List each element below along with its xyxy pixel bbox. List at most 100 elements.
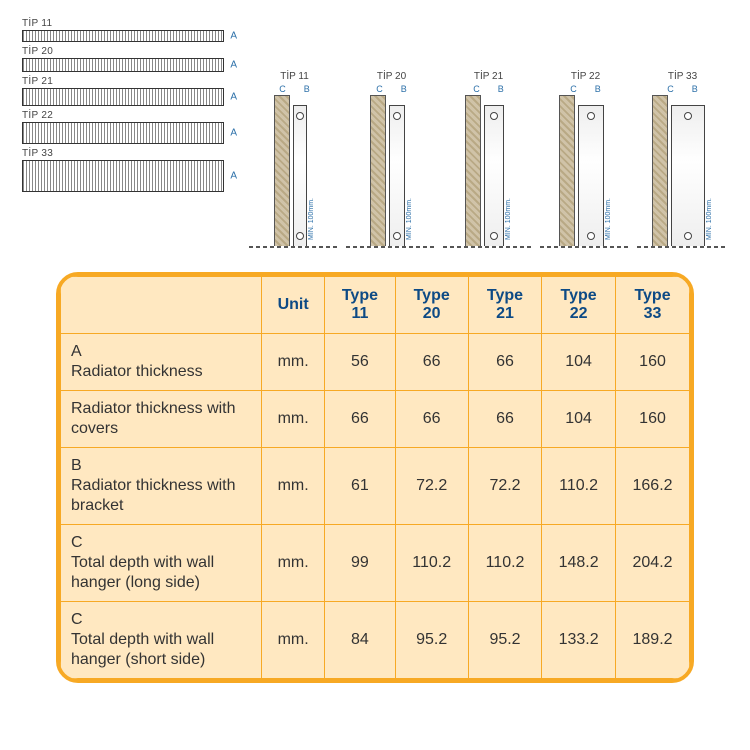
cross-graphic: MİN. 100mm. bbox=[559, 96, 612, 246]
cross-graphic: MİN. 100mm. bbox=[465, 96, 512, 246]
cross-label: TİP 22 bbox=[571, 71, 600, 82]
wall-icon bbox=[370, 95, 386, 246]
min-clearance-label: MİN. 100mm. bbox=[308, 198, 315, 240]
cross-graphic: MİN. 100mm. bbox=[370, 96, 413, 246]
table-row: CTotal depth with wall hanger (long side… bbox=[61, 525, 690, 602]
row-value: 95.2 bbox=[468, 602, 541, 679]
header-type: Type 22 bbox=[542, 277, 616, 334]
row-value: 104 bbox=[542, 391, 616, 448]
cross-graphic: MİN. 100mm. bbox=[274, 96, 315, 246]
table-row: BRadiator thickness with bracket mm. 61 … bbox=[61, 448, 690, 525]
row-label: CTotal depth with wall hanger (long side… bbox=[61, 525, 262, 602]
row-value: 110.2 bbox=[542, 448, 616, 525]
row-unit: mm. bbox=[262, 391, 325, 448]
radiator-icon bbox=[578, 105, 604, 246]
row-value: 148.2 bbox=[542, 525, 616, 602]
row-value: 66 bbox=[395, 334, 468, 391]
table-row: CTotal depth with wall hanger (short sid… bbox=[61, 602, 690, 679]
row-value: 133.2 bbox=[542, 602, 616, 679]
wall-icon bbox=[274, 95, 290, 246]
row-value: 84 bbox=[325, 602, 395, 679]
cross-section: TİP 20 CB MİN. 100mm. bbox=[346, 71, 437, 248]
cross-section: TİP 21 CB MİN. 100mm. bbox=[443, 71, 534, 248]
top-view-item: TİP 21 bbox=[22, 76, 237, 106]
top-view-graphic bbox=[22, 88, 224, 106]
row-value: 189.2 bbox=[616, 602, 690, 679]
table-body: ARadiator thickness mm. 56 66 66 104 160… bbox=[61, 334, 690, 679]
row-value: 99 bbox=[325, 525, 395, 602]
top-view-item: TİP 33 bbox=[22, 148, 237, 192]
top-view-graphic bbox=[22, 160, 224, 192]
min-clearance-label: MİN. 100mm. bbox=[605, 198, 612, 240]
cross-label: TİP 21 bbox=[474, 71, 503, 82]
top-view-item: TİP 11 bbox=[22, 18, 237, 42]
cross-section: TİP 11 CB MİN. 100mm. bbox=[249, 71, 340, 248]
row-label: CTotal depth with wall hanger (short sid… bbox=[61, 602, 262, 679]
row-value: 204.2 bbox=[616, 525, 690, 602]
cross-section: TİP 22 CB MİN. 100mm. bbox=[540, 71, 631, 248]
top-view-label: TİP 11 bbox=[22, 18, 237, 29]
top-view-graphic bbox=[22, 30, 224, 42]
diagram-area: TİP 11 TİP 20 TİP 21 TİP 22 TİP 33 TİP 1… bbox=[0, 0, 750, 254]
row-value: 160 bbox=[616, 391, 690, 448]
cross-graphic: MİN. 100mm. bbox=[652, 96, 713, 246]
row-value: 166.2 bbox=[616, 448, 690, 525]
header-type: Type 21 bbox=[468, 277, 541, 334]
floor-line bbox=[540, 246, 631, 248]
row-value: 95.2 bbox=[395, 602, 468, 679]
radiator-icon bbox=[671, 105, 705, 246]
radiator-icon bbox=[293, 105, 307, 246]
dimensions-table: Unit Type 11 Type 20 Type 21 Type 22 Typ… bbox=[60, 276, 690, 679]
row-value: 160 bbox=[616, 334, 690, 391]
top-view-graphic bbox=[22, 122, 224, 144]
table-row: Radiator thickness with covers mm. 66 66… bbox=[61, 391, 690, 448]
top-view-label: TİP 20 bbox=[22, 46, 237, 57]
radiator-icon bbox=[389, 105, 405, 246]
min-clearance-label: MİN. 100mm. bbox=[406, 198, 413, 240]
cross-section-row: TİP 11 CB MİN. 100mm. TİP 20 CB MİN. 100… bbox=[249, 18, 728, 248]
row-unit: mm. bbox=[262, 602, 325, 679]
cross-section: TİP 33 CB MİN. 100mm. bbox=[637, 71, 728, 248]
dim-letters: CB bbox=[570, 84, 601, 94]
row-value: 66 bbox=[468, 334, 541, 391]
top-view-label: TİP 33 bbox=[22, 148, 237, 159]
top-view-item: TİP 22 bbox=[22, 110, 237, 144]
dim-letters: CB bbox=[376, 84, 407, 94]
dimensions-table-wrap: Unit Type 11 Type 20 Type 21 Type 22 Typ… bbox=[56, 272, 694, 683]
header-unit: Unit bbox=[262, 277, 325, 334]
wall-icon bbox=[465, 95, 481, 246]
wall-icon bbox=[559, 95, 575, 246]
header-type: Type 20 bbox=[395, 277, 468, 334]
row-label: ARadiator thickness bbox=[61, 334, 262, 391]
row-label: BRadiator thickness with bracket bbox=[61, 448, 262, 525]
row-unit: mm. bbox=[262, 525, 325, 602]
row-value: 66 bbox=[468, 391, 541, 448]
row-value: 72.2 bbox=[395, 448, 468, 525]
min-clearance-label: MİN. 100mm. bbox=[706, 198, 713, 240]
top-view-label: TİP 22 bbox=[22, 110, 237, 121]
top-view-item: TİP 20 bbox=[22, 46, 237, 72]
header-type: Type 33 bbox=[616, 277, 690, 334]
dim-letters: CB bbox=[667, 84, 698, 94]
cross-label: TİP 11 bbox=[280, 71, 309, 82]
row-value: 104 bbox=[542, 334, 616, 391]
cross-label: TİP 33 bbox=[668, 71, 697, 82]
floor-line bbox=[637, 246, 728, 248]
row-value: 110.2 bbox=[395, 525, 468, 602]
floor-line bbox=[443, 246, 534, 248]
dim-letters: CB bbox=[473, 84, 504, 94]
row-unit: mm. bbox=[262, 334, 325, 391]
header-type: Type 11 bbox=[325, 277, 395, 334]
row-value: 61 bbox=[325, 448, 395, 525]
row-label: Radiator thickness with covers bbox=[61, 391, 262, 448]
radiator-icon bbox=[484, 105, 504, 246]
row-value: 66 bbox=[325, 391, 395, 448]
table-row: ARadiator thickness mm. 56 66 66 104 160 bbox=[61, 334, 690, 391]
top-view-label: TİP 21 bbox=[22, 76, 237, 87]
floor-line bbox=[346, 246, 437, 248]
row-value: 66 bbox=[395, 391, 468, 448]
table-header-row: Unit Type 11 Type 20 Type 21 Type 22 Typ… bbox=[61, 277, 690, 334]
top-view-stack: TİP 11 TİP 20 TİP 21 TİP 22 TİP 33 bbox=[22, 18, 237, 248]
dim-letters: CB bbox=[279, 84, 310, 94]
min-clearance-label: MİN. 100mm. bbox=[505, 198, 512, 240]
